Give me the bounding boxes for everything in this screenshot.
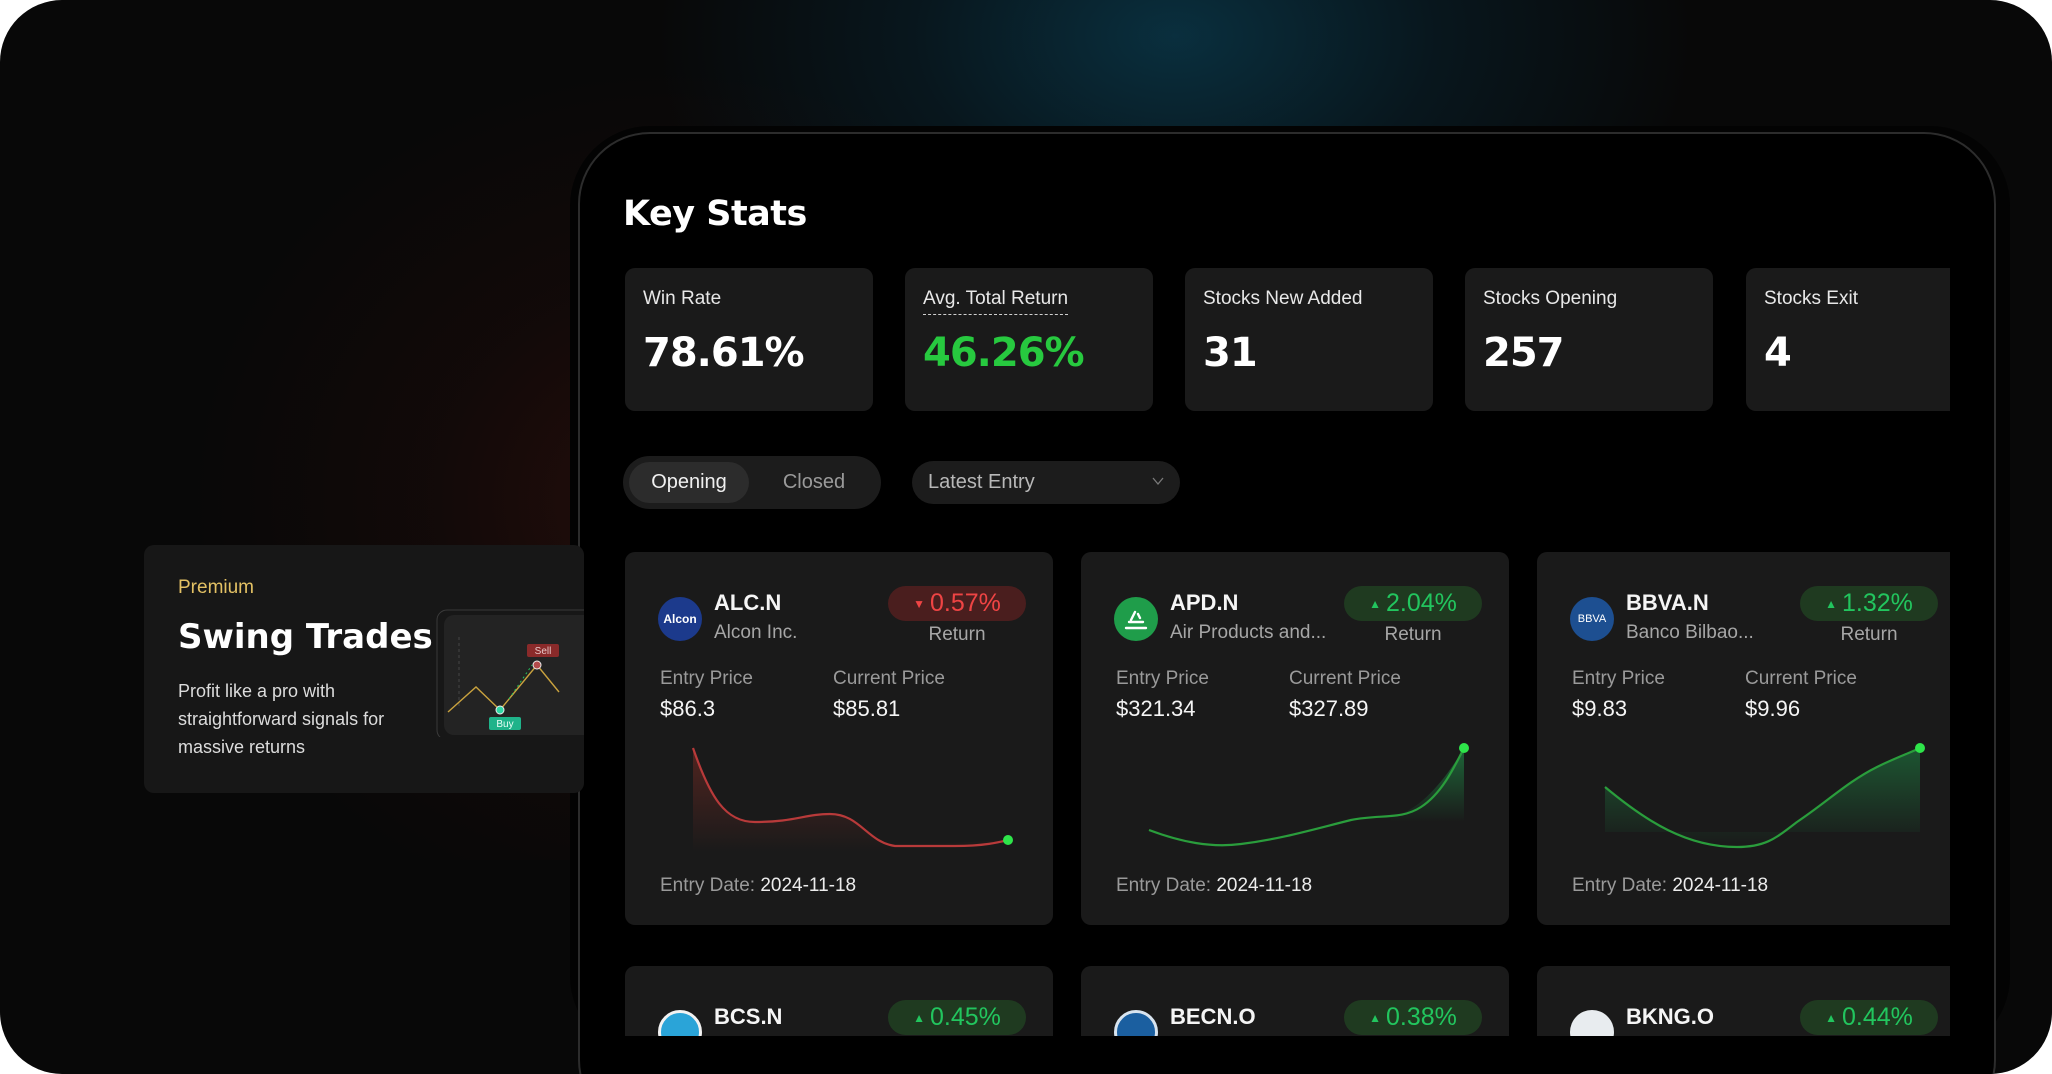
return-badge: ▲ 0.38% xyxy=(1344,1000,1482,1035)
return-badge: ▲ 1.32% xyxy=(1800,586,1938,621)
status-toggle: Opening Closed xyxy=(623,456,881,509)
current-price-label: Current Price xyxy=(1745,668,1857,689)
company-logo xyxy=(658,1010,702,1036)
ticker: BECN.O xyxy=(1170,1004,1256,1029)
entry-price: $321.34 xyxy=(1116,696,1196,721)
stat-label-tooltip[interactable]: Avg. Total Return xyxy=(923,288,1069,315)
stat-label: Win Rate xyxy=(643,288,722,309)
current-price-label: Current Price xyxy=(1289,668,1401,689)
tab-opening[interactable]: Opening xyxy=(629,462,749,503)
triangle-up-icon: ▲ xyxy=(1369,596,1381,611)
sparkline-chart xyxy=(691,747,1013,852)
stat-card-stocks-opening: Stocks Opening 257 xyxy=(1465,268,1713,411)
ticker: BKNG.O xyxy=(1626,1004,1714,1029)
chevron-down-icon xyxy=(1152,477,1164,486)
entry-price-label: Entry Price xyxy=(660,668,753,689)
entry-price-label: Entry Price xyxy=(1116,668,1209,689)
current-price: $327.89 xyxy=(1289,696,1369,721)
sort-dropdown-value: Latest Entry xyxy=(928,471,1035,493)
entry-price-label: Entry Price xyxy=(1572,668,1665,689)
ticker: ALC.N xyxy=(714,590,782,615)
swing-trade-chart-illustration: Buy Sell xyxy=(436,609,584,737)
company-logo xyxy=(1570,1010,1614,1036)
stock-card-alc[interactable]: Alcon ALC.N Alcon Inc. ▼ 0.57% Return En… xyxy=(625,552,1053,925)
stock-card-apd[interactable]: APD.N Air Products and... ▲ 2.04% Return… xyxy=(1081,552,1509,925)
stat-value: 257 xyxy=(1483,330,1564,376)
entry-date: Entry Date: 2024-11-18 xyxy=(1116,875,1313,896)
company-logo: Alcon xyxy=(658,597,702,641)
return-badge: ▲ 0.45% xyxy=(888,1000,1026,1035)
triangle-up-icon: ▲ xyxy=(913,1010,925,1025)
triangle-down-icon: ▼ xyxy=(913,596,925,611)
entry-price: $86.3 xyxy=(660,696,716,721)
stat-value: 4 xyxy=(1764,330,1792,376)
current-price: $9.96 xyxy=(1745,696,1801,721)
tab-closed[interactable]: Closed xyxy=(782,471,846,493)
entry-price: $9.83 xyxy=(1572,696,1628,721)
return-label: Return xyxy=(1840,624,1898,645)
company-logo: BBVA xyxy=(1570,597,1614,641)
stat-card-stocks-exit: Stocks Exit 4 xyxy=(1746,268,1950,411)
return-badge: ▼ 0.57% xyxy=(888,586,1026,621)
ticker: APD.N xyxy=(1170,590,1239,615)
stat-value: 78.61% xyxy=(643,330,805,376)
stat-label: Stocks New Added xyxy=(1203,288,1363,309)
return-badge: ▲ 2.04% xyxy=(1344,586,1482,621)
sparkline-chart xyxy=(1604,743,1925,849)
company-logo xyxy=(1114,597,1158,641)
stat-label: Stocks Exit xyxy=(1764,288,1858,309)
return-badge: ▲ 0.44% xyxy=(1800,1000,1938,1035)
company-name: Alcon Inc. xyxy=(714,622,798,643)
svg-text:Buy: Buy xyxy=(496,719,513,730)
ticker: BBVA.N xyxy=(1626,590,1709,615)
dashboard-panel: Key Stats Win Rate 78.61% Avg. Total Ret… xyxy=(578,132,1996,1074)
triangle-up-icon: ▲ xyxy=(1369,1010,1381,1025)
sparkline-chart xyxy=(1148,743,1469,847)
return-label: Return xyxy=(1384,624,1442,645)
triangle-up-icon: ▲ xyxy=(1825,1010,1837,1025)
stock-card-becn[interactable]: BECN.O ▲ 0.38% xyxy=(1081,966,1509,1036)
air-products-logo-icon xyxy=(1124,610,1148,630)
page-title: Key Stats xyxy=(623,194,807,234)
company-name: Banco Bilbao... xyxy=(1626,622,1754,643)
entry-date: Entry Date: 2024-11-18 xyxy=(1572,875,1769,896)
stat-card-stocks-new-added: Stocks New Added 31 xyxy=(1185,268,1433,411)
stat-card-avg-total-return[interactable]: Avg. Total Return 46.26% xyxy=(905,268,1153,411)
current-price-label: Current Price xyxy=(833,668,945,689)
promo-description: Profit like a pro with straightforward s… xyxy=(178,681,385,757)
ticker: BCS.N xyxy=(714,1004,783,1029)
premium-promo-card[interactable]: Premium Swing Trades Profit like a pro w… xyxy=(144,545,584,793)
promo-title: Swing Trades xyxy=(178,617,433,657)
triangle-up-icon: ▲ xyxy=(1825,596,1837,611)
stock-card-bbva[interactable]: BBVA BBVA.N Banco Bilbao... ▲ 1.32% Retu… xyxy=(1537,552,1950,925)
stat-value: 31 xyxy=(1203,330,1258,376)
company-name: Air Products and... xyxy=(1170,622,1327,643)
stat-label: Stocks Opening xyxy=(1483,288,1618,309)
current-price: $85.81 xyxy=(833,696,901,721)
premium-tag: Premium xyxy=(178,577,255,598)
stat-card-win-rate: Win Rate 78.61% xyxy=(625,268,873,411)
svg-text:Sell: Sell xyxy=(535,646,552,657)
stock-card-bcs[interactable]: BCS.N ▲ 0.45% xyxy=(625,966,1053,1036)
return-label: Return xyxy=(928,624,986,645)
company-logo xyxy=(1114,1010,1158,1036)
stock-card-bkng[interactable]: BKNG.O ▲ 0.44% xyxy=(1537,966,1950,1036)
entry-date: Entry Date: 2024-11-18 xyxy=(660,875,857,896)
sort-dropdown[interactable]: Latest Entry xyxy=(912,461,1180,504)
stat-value: 46.26% xyxy=(923,330,1085,376)
